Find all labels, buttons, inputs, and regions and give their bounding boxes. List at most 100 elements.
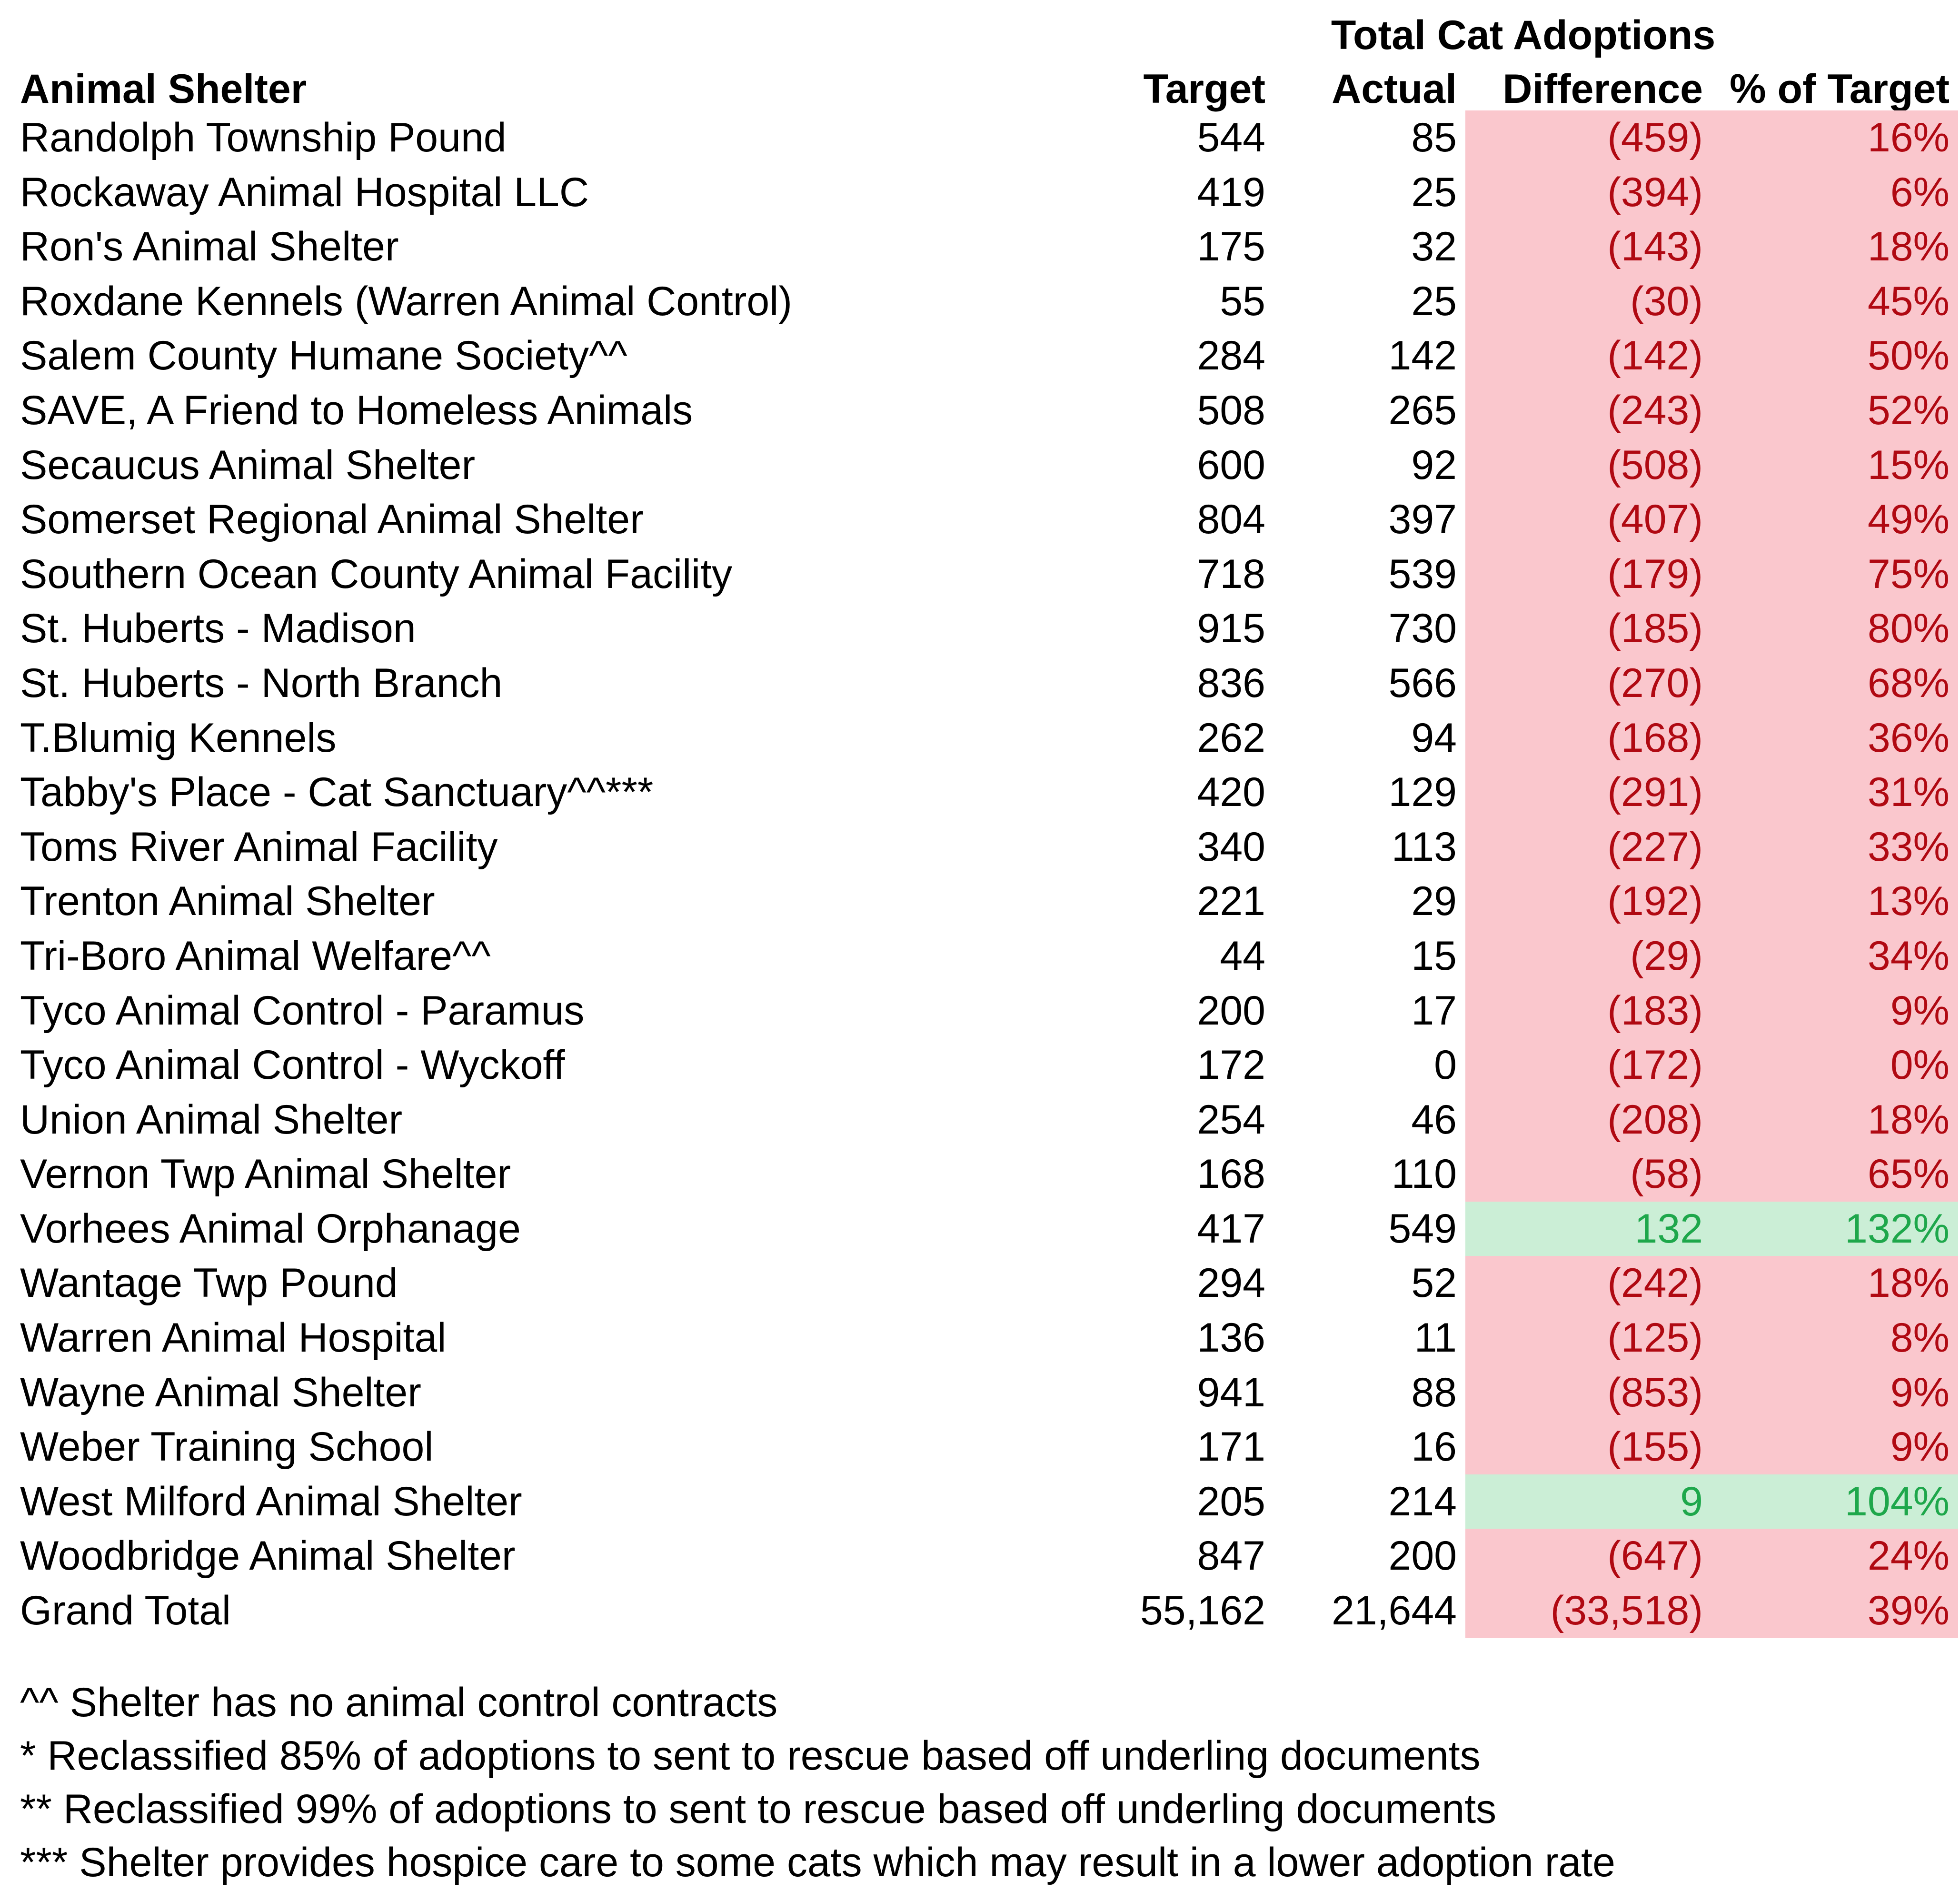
difference-value: (192)	[1465, 874, 1711, 929]
target-value: 600	[1197, 442, 1266, 488]
actual-value: 200	[1388, 1533, 1457, 1579]
shelter-name: Wantage Twp Pound	[20, 1260, 398, 1306]
difference-value: (58)	[1465, 1147, 1711, 1202]
pct-of-target-value: 33%	[1711, 819, 1958, 875]
pct-of-target-value: 24%	[1711, 1529, 1958, 1584]
shelter-name: Somerset Regional Animal Shelter	[20, 497, 644, 543]
shelter-name: Trenton Animal Shelter	[20, 878, 435, 925]
actual-value: 85	[1411, 115, 1457, 160]
col-header-actual: Actual	[1332, 66, 1457, 112]
difference-value: (227)	[1465, 819, 1711, 875]
pct-of-target-value: 18%	[1711, 1256, 1958, 1311]
target-value: 284	[1197, 333, 1266, 379]
target-value: 175	[1197, 224, 1266, 270]
table-row: Wayne Animal Shelter 941 88 (853) 9%	[0, 1365, 1958, 1420]
table-row: Salem County Humane Society^^ 284 142 (1…	[0, 328, 1958, 383]
shelter-name: Tri-Boro Animal Welfare^^	[20, 933, 491, 979]
target-value: 417	[1197, 1205, 1266, 1252]
table-row: Weber Training School 171 16 (155) 9%	[0, 1420, 1958, 1474]
difference-value: (30)	[1465, 274, 1711, 329]
shelter-name: St. Huberts - North Branch	[20, 660, 503, 706]
target-value: 544	[1197, 115, 1266, 160]
table-row: Warren Animal Hospital 136 11 (125) 8%	[0, 1311, 1958, 1365]
shelter-name: West Milford Animal Shelter	[20, 1478, 522, 1524]
actual-value: 397	[1388, 497, 1457, 543]
actual-value: 110	[1391, 1151, 1457, 1197]
target-value: 171	[1197, 1424, 1266, 1470]
shelter-name: Ron's Animal Shelter	[20, 224, 399, 270]
actual-value: 15	[1411, 933, 1457, 979]
actual-value: 142	[1388, 333, 1457, 379]
pct-of-target-value: 18%	[1711, 1092, 1958, 1147]
target-value: 941	[1197, 1369, 1266, 1415]
col-header-pct: % of Target	[1730, 66, 1950, 112]
target-value: 294	[1197, 1260, 1266, 1306]
table-row: Union Animal Shelter 254 46 (208) 18%	[0, 1092, 1958, 1147]
table-row: Tyco Animal Control - Paramus 200 17 (18…	[0, 983, 1958, 1038]
table-row: Woodbridge Animal Shelter 847 200 (647) …	[0, 1529, 1958, 1584]
pct-of-target-value: 0%	[1711, 1038, 1958, 1093]
shelter-name: Woodbridge Animal Shelter	[20, 1533, 516, 1579]
column-headers: Animal Shelter Target Actual Difference …	[0, 66, 1958, 112]
shelter-name: Grand Total	[20, 1588, 231, 1634]
pct-of-target-value: 39%	[1711, 1583, 1958, 1638]
actual-value: 566	[1388, 660, 1457, 706]
target-value: 172	[1197, 1042, 1266, 1088]
target-value: 254	[1197, 1096, 1266, 1143]
actual-value: 265	[1388, 387, 1457, 433]
footnote-line: ** Reclassified 99% of adoptions to sent…	[20, 1786, 1497, 1832]
pct-of-target-value: 49%	[1711, 492, 1958, 547]
adoption-report-table: Total Cat Adoptions Animal Shelter Targe…	[0, 0, 1958, 1638]
shelter-name: Wayne Animal Shelter	[20, 1369, 421, 1415]
actual-value: 113	[1391, 824, 1457, 870]
shelter-name: Salem County Humane Society^^	[20, 333, 627, 379]
title-row: Total Cat Adoptions	[0, 0, 1958, 66]
pct-of-target-value: 15%	[1711, 438, 1958, 493]
target-value: 44	[1220, 933, 1265, 979]
shelter-name: Tyco Animal Control - Paramus	[20, 987, 585, 1034]
actual-value: 94	[1411, 715, 1457, 761]
pct-of-target-value: 132%	[1711, 1201, 1958, 1256]
difference-value: 132	[1465, 1201, 1711, 1256]
target-value: 804	[1197, 497, 1266, 543]
shelter-name: Vorhees Animal Orphanage	[20, 1205, 521, 1252]
actual-value: 214	[1388, 1478, 1457, 1524]
table-row: Somerset Regional Animal Shelter 804 397…	[0, 492, 1958, 547]
target-value: 55	[1220, 278, 1265, 324]
pct-of-target-value: 16%	[1711, 110, 1958, 165]
target-value: 136	[1197, 1315, 1266, 1361]
target-value: 205	[1197, 1478, 1266, 1524]
shelter-name: Rockaway Animal Hospital LLC	[20, 169, 589, 215]
actual-value: 25	[1411, 169, 1457, 215]
pct-of-target-value: 9%	[1711, 1420, 1958, 1474]
table-row: St. Huberts - Madison 915 730 (185) 80%	[0, 601, 1958, 656]
table-row: Toms River Animal Facility 340 113 (227)…	[0, 819, 1958, 875]
col-header-target: Target	[1143, 66, 1265, 112]
difference-value: (168)	[1465, 710, 1711, 766]
difference-value: (172)	[1465, 1038, 1711, 1093]
pct-of-target-value: 75%	[1711, 547, 1958, 602]
difference-value: (270)	[1465, 656, 1711, 711]
actual-value: 46	[1411, 1096, 1457, 1143]
shelter-name: Secaucus Animal Shelter	[20, 442, 476, 488]
target-value: 419	[1197, 169, 1266, 215]
target-value: 508	[1197, 387, 1266, 433]
target-value: 847	[1197, 1533, 1266, 1579]
pct-of-target-value: 45%	[1711, 274, 1958, 329]
table-row: Tabby's Place - Cat Sanctuary^^*** 420 1…	[0, 765, 1958, 820]
shelter-name: Warren Animal Hospital	[20, 1315, 447, 1361]
shelter-name: Toms River Animal Facility	[20, 824, 498, 870]
actual-value: 29	[1411, 878, 1457, 925]
target-value: 836	[1197, 660, 1266, 706]
difference-value: (508)	[1465, 438, 1711, 493]
table-row: Tyco Animal Control - Wyckoff 172 0 (172…	[0, 1038, 1958, 1093]
pct-of-target-value: 36%	[1711, 710, 1958, 766]
pct-of-target-value: 8%	[1711, 1311, 1958, 1365]
table-title: Total Cat Adoptions	[1331, 12, 1716, 58]
pct-of-target-value: 18%	[1711, 219, 1958, 274]
pct-of-target-value: 80%	[1711, 601, 1958, 656]
table-row: West Milford Animal Shelter 205 214 9 10…	[0, 1474, 1958, 1529]
footnote-line: *** Shelter provides hospice care to som…	[20, 1840, 1615, 1885]
actual-value: 129	[1388, 769, 1457, 816]
actual-value: 730	[1388, 606, 1457, 652]
